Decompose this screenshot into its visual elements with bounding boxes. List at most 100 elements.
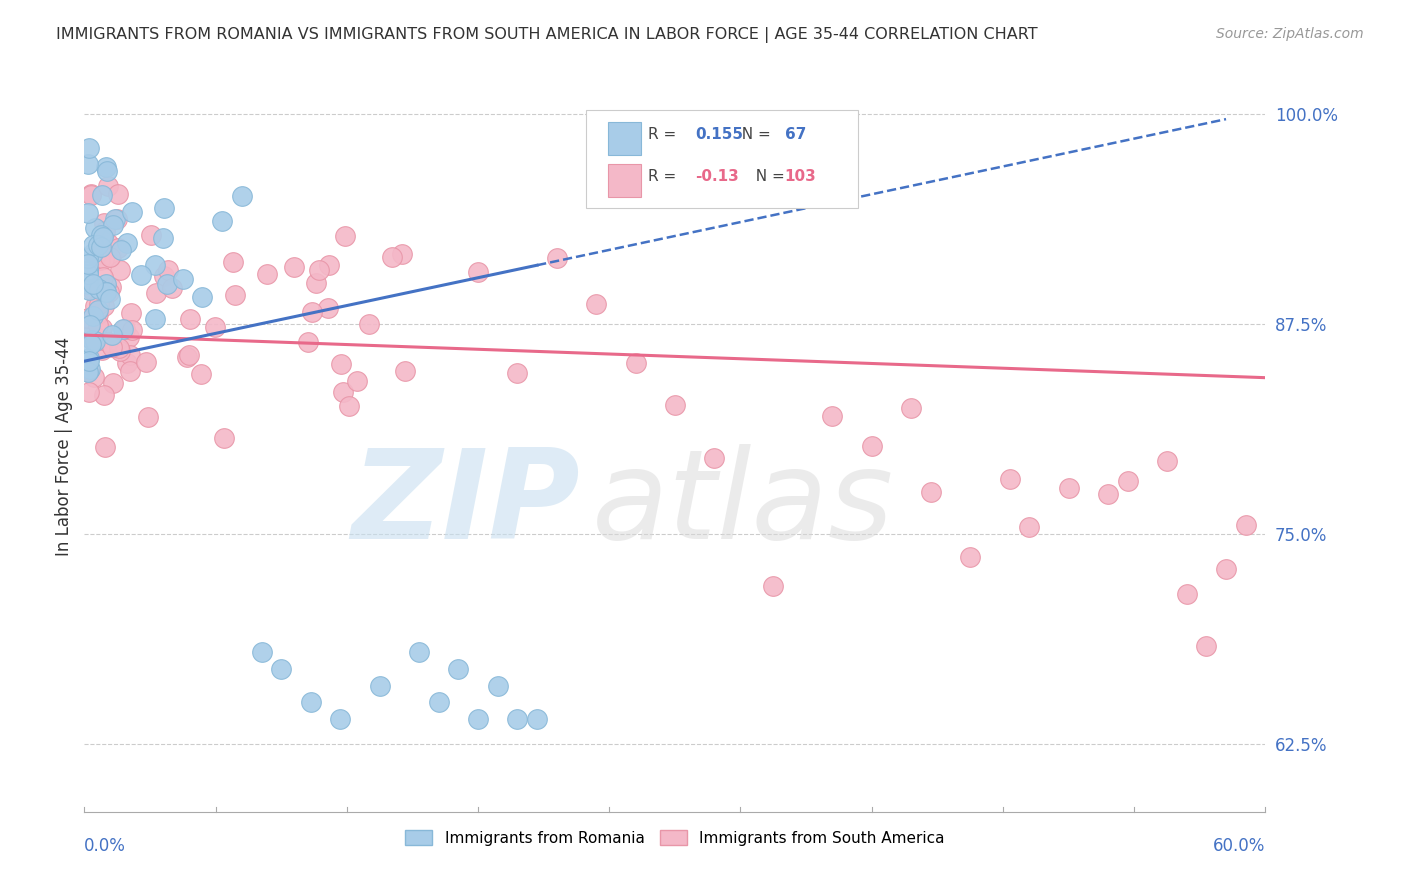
Point [143, 312, 166, 326]
Point [77, 277, 100, 292]
Point [87, 303, 110, 318]
Point [80, 336, 103, 351]
Point [318, 258, 340, 272]
Point [467, 265, 489, 279]
Point [77, 283, 100, 297]
Point [408, 645, 430, 659]
Point [97, 334, 120, 349]
Point [333, 229, 356, 244]
Text: R =: R = [648, 127, 681, 142]
Point [141, 227, 163, 242]
Y-axis label: In Labor Force | Age 35-44: In Labor Force | Age 35-44 [55, 336, 73, 556]
Point [190, 367, 212, 381]
Point [172, 272, 194, 286]
Point [486, 679, 509, 693]
Point [80, 187, 103, 202]
Point [100, 249, 122, 263]
Point [79, 318, 101, 332]
Point [98, 285, 121, 300]
Text: IMMIGRANTS FROM ROMANIA VS IMMIGRANTS FROM SOUTH AMERICA IN LABOR FORCE | AGE 35: IMMIGRANTS FROM ROMANIA VS IMMIGRANTS FR… [56, 27, 1038, 43]
Point [101, 340, 124, 354]
Point [204, 319, 226, 334]
Point [84, 248, 107, 262]
Point [94, 160, 117, 174]
Point [97, 235, 120, 250]
Point [222, 255, 245, 269]
Text: 60.0%: 60.0% [1213, 837, 1265, 855]
Point [250, 645, 273, 659]
Text: atlas: atlas [592, 444, 894, 565]
Point [152, 268, 174, 283]
Text: -0.13: -0.13 [695, 169, 738, 184]
Point [308, 263, 330, 277]
Point [330, 357, 353, 371]
Point [135, 355, 157, 369]
Point [160, 281, 183, 295]
Point [90, 187, 112, 202]
Point [77, 263, 100, 277]
Point [87, 238, 110, 252]
Point [115, 235, 138, 250]
Point [301, 305, 323, 319]
Point [270, 662, 292, 676]
Point [224, 288, 246, 302]
Point [1097, 487, 1119, 501]
Point [83, 370, 105, 384]
Point [506, 366, 529, 380]
Point [526, 712, 548, 726]
Point [96, 285, 118, 300]
Text: R =: R = [648, 169, 681, 184]
Point [156, 277, 179, 292]
Point [191, 290, 214, 304]
Point [97, 178, 120, 193]
Point [177, 348, 200, 362]
Point [87, 318, 110, 333]
Point [107, 241, 129, 255]
Point [83, 299, 105, 313]
Point [153, 202, 176, 216]
Point [332, 384, 354, 399]
Point [93, 216, 115, 230]
Point [91, 321, 114, 335]
Point [80, 186, 103, 201]
Point [89, 297, 111, 311]
Point [998, 472, 1021, 486]
Point [77, 141, 100, 155]
Point [179, 312, 201, 326]
Point [1175, 587, 1198, 601]
Point [920, 485, 942, 500]
Text: N =: N = [745, 169, 789, 184]
Point [77, 310, 100, 325]
Point [136, 409, 159, 424]
Point [93, 440, 115, 454]
Point [94, 224, 117, 238]
Point [77, 385, 100, 400]
Point [93, 299, 115, 313]
Point [103, 218, 125, 232]
Point [77, 330, 100, 344]
Point [91, 343, 114, 357]
Point [114, 322, 136, 336]
Point [346, 374, 368, 388]
Point [546, 251, 568, 265]
Point [77, 251, 100, 265]
Point [77, 353, 100, 368]
Text: Source: ZipAtlas.com: Source: ZipAtlas.com [1216, 27, 1364, 41]
Point [98, 292, 121, 306]
Point [90, 227, 112, 242]
Point [145, 258, 167, 272]
Point [427, 695, 450, 709]
FancyBboxPatch shape [607, 122, 641, 155]
Point [316, 301, 339, 315]
Point [110, 244, 132, 258]
Point [394, 364, 416, 378]
Point [77, 363, 100, 377]
Point [1057, 481, 1080, 495]
Point [762, 579, 785, 593]
Point [120, 306, 142, 320]
FancyBboxPatch shape [586, 110, 858, 209]
Point [176, 350, 198, 364]
Point [283, 260, 305, 274]
Point [129, 268, 152, 282]
Point [87, 331, 110, 345]
